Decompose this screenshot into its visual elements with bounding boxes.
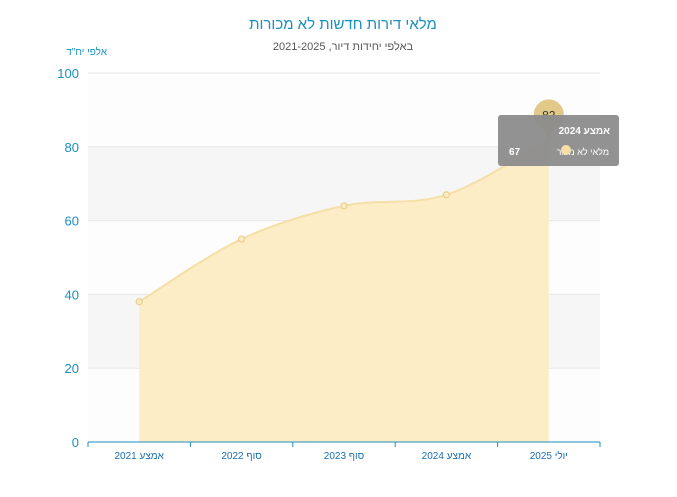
tooltip-value: 67	[509, 147, 521, 158]
x-tick-label: אמצע 2021	[114, 451, 164, 462]
x-tick-label: סוף 2023	[324, 451, 365, 462]
tooltip: אמצע 2024 67 מלאי לא מכור	[498, 115, 619, 166]
x-tick-label: יולי 2025	[530, 450, 568, 462]
tooltip-box	[498, 115, 619, 166]
y-tick-label: 0	[72, 435, 79, 450]
tooltip-category: אמצע 2024	[559, 126, 611, 137]
x-tick-label: אמצע 2024	[422, 451, 472, 462]
y-axis-unit-label: אלפי יח"ד	[66, 46, 107, 58]
data-point	[238, 235, 246, 243]
tooltip-series-name: מלאי לא מכור	[557, 147, 609, 157]
y-tick-label: 100	[57, 66, 79, 81]
series-area-fill	[139, 139, 549, 443]
y-tick-label: 40	[65, 287, 79, 302]
x-tick-label: סוף 2022	[221, 451, 262, 462]
data-point	[340, 202, 348, 210]
data-point	[135, 298, 143, 306]
chart-title: מלאי דירות חדשות לא מכורות	[249, 16, 437, 33]
y-tick-label: 80	[65, 140, 79, 155]
chart-subtitle: באלפי יחידות דיור, 2021-2025	[273, 40, 414, 53]
data-point	[442, 191, 450, 199]
y-tick-label: 20	[65, 361, 79, 376]
y-tick-label: 60	[65, 214, 79, 229]
tooltip-series-marker	[561, 145, 571, 155]
